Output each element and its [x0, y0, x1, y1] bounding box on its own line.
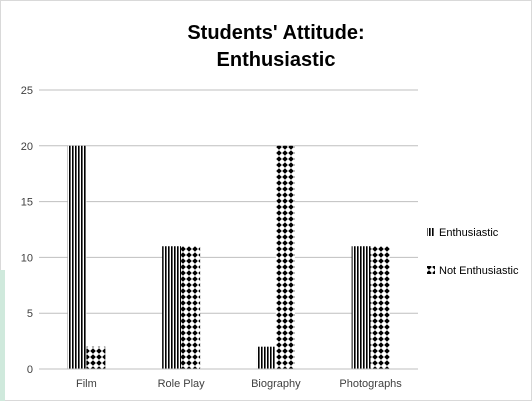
x-tick-label: Photographs — [339, 378, 402, 390]
bars — [67, 145, 390, 369]
legend-label: Enthusiastic — [439, 227, 499, 239]
left-accent-strip — [0, 270, 5, 401]
legend: Enthusiastic Not Enthusiastic — [427, 227, 519, 277]
bar-enthusiastic-3 — [351, 246, 371, 369]
bar-not-enthusiastic-3 — [370, 246, 390, 369]
bar-enthusiastic-2 — [256, 346, 276, 369]
y-tick-label: 0 — [27, 364, 33, 376]
x-tick-label: Biography — [251, 378, 301, 390]
y-tick-label: 5 — [27, 308, 33, 320]
y-tick-label: 20 — [21, 141, 33, 153]
y-tick-label: 10 — [21, 252, 33, 264]
bar-not-enthusiastic-2 — [275, 145, 295, 369]
x-tick-label: Film — [76, 378, 97, 390]
chart-title-line-1: Students' Attitude: — [187, 22, 364, 44]
legend-label: Not Enthusiastic — [439, 265, 519, 277]
y-tick-label: 15 — [21, 197, 33, 209]
x-axis-ticks: Film Role Play Biography Photographs — [76, 378, 402, 390]
x-tick-label: Role Play — [158, 378, 206, 390]
bar-enthusiastic-1 — [162, 246, 182, 369]
bar-not-enthusiastic-1 — [181, 246, 201, 369]
bar-enthusiastic-0 — [67, 145, 87, 369]
legend-swatch-1 — [427, 266, 435, 274]
legend-swatch-0 — [427, 228, 435, 236]
y-axis-ticks: 0 5 10 15 20 25 — [21, 85, 33, 376]
chart-title-line-2: Enthusiastic — [217, 49, 336, 71]
y-tick-label: 25 — [21, 85, 33, 97]
bar-not-enthusiastic-0 — [86, 346, 106, 369]
